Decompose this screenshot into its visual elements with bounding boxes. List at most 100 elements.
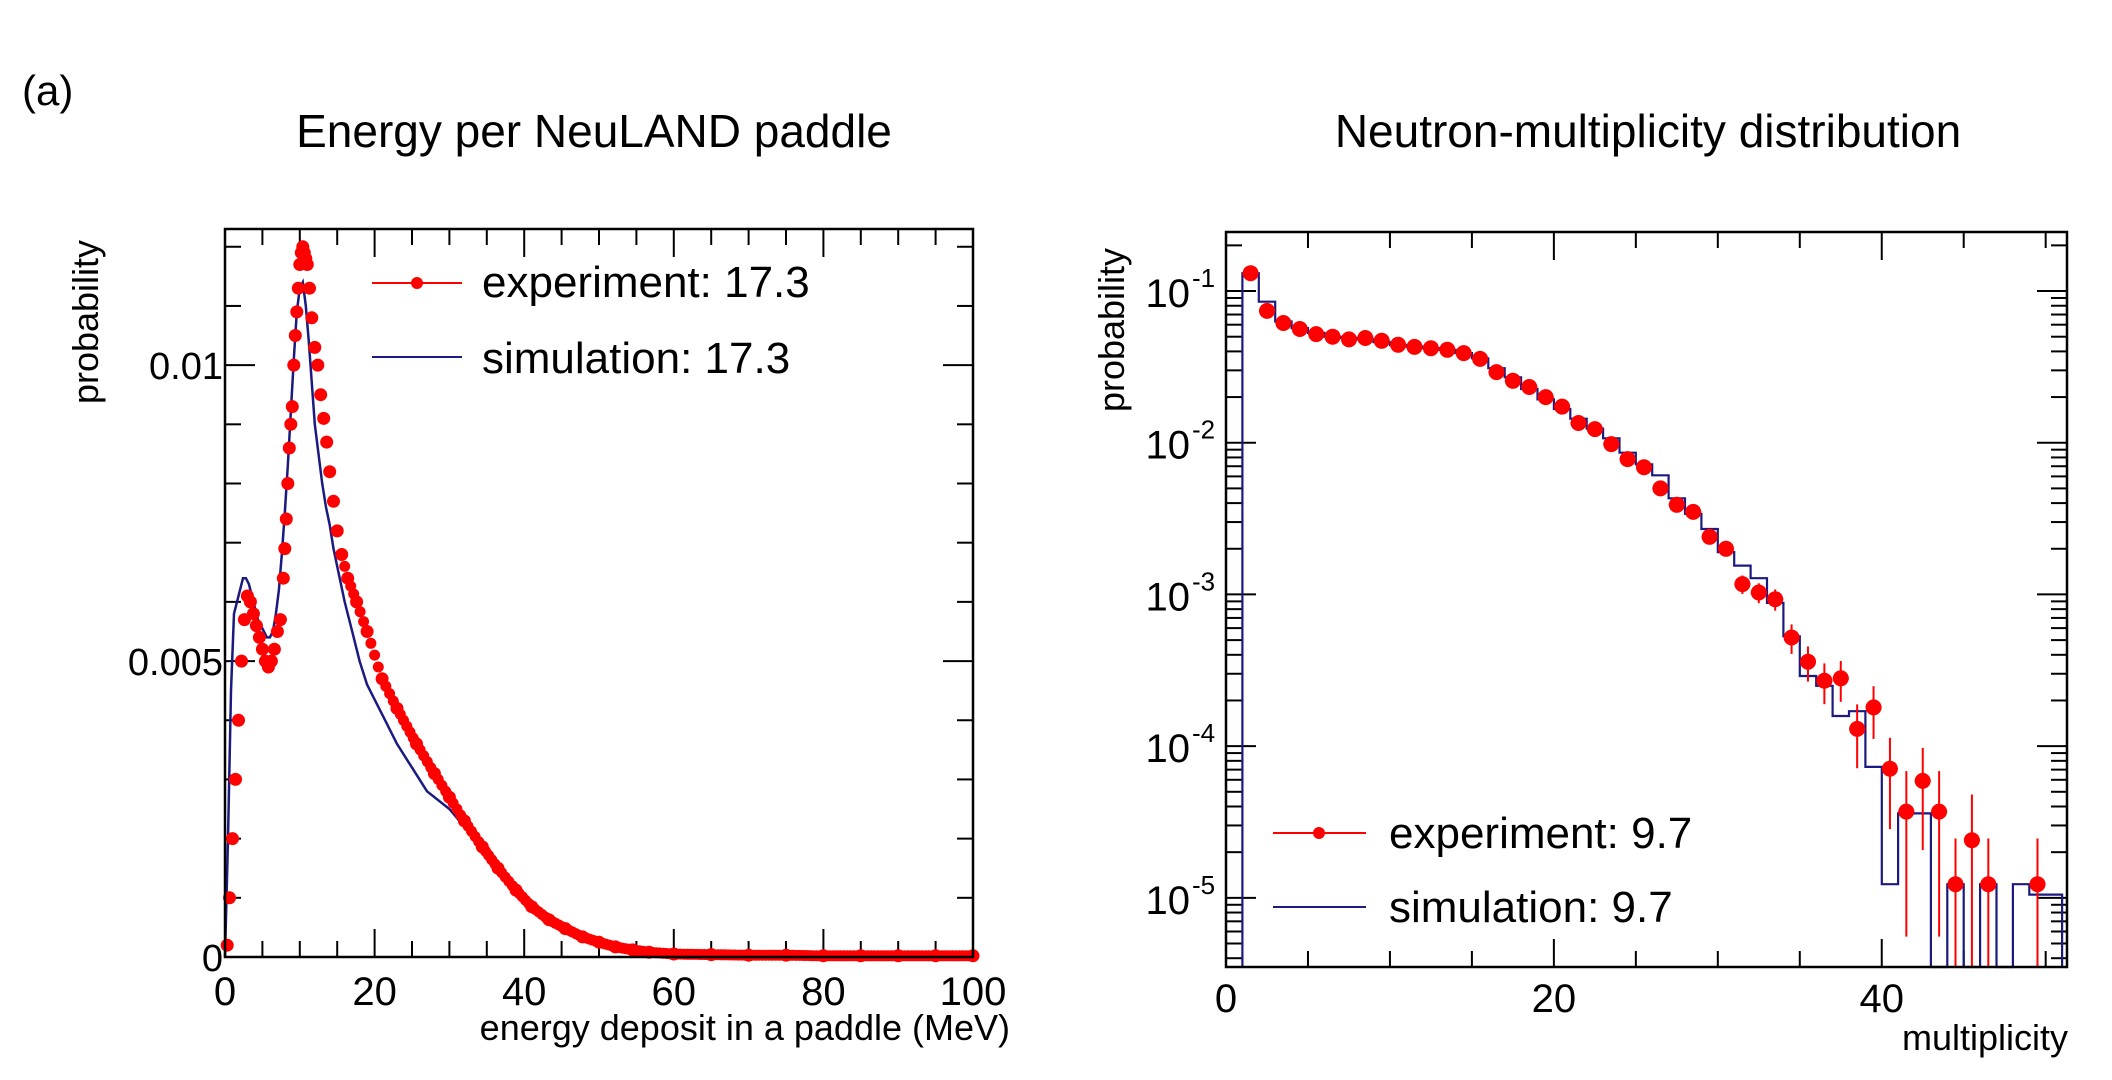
y-tick-label: 10 -4 bbox=[1146, 718, 1216, 771]
experiment-point-group bbox=[1291, 321, 1308, 337]
experiment-point-group bbox=[1586, 421, 1603, 438]
experiment-point bbox=[282, 441, 296, 455]
experiment-point bbox=[1734, 576, 1751, 593]
experiment-point bbox=[314, 388, 328, 402]
y-tick-label: 10 -5 bbox=[1146, 870, 1216, 923]
experiment-point bbox=[354, 606, 366, 618]
experiment-point-group bbox=[1767, 589, 1784, 611]
experiment-point-group bbox=[1898, 771, 1915, 937]
x-tick-label: 20 bbox=[1532, 977, 1577, 1021]
experiment-point bbox=[317, 411, 331, 425]
experiment-point bbox=[291, 281, 305, 295]
experiment-point-group bbox=[1668, 496, 1685, 513]
experiment-point bbox=[1242, 265, 1259, 282]
experiment-point bbox=[220, 938, 234, 952]
experiment-point-group bbox=[1570, 415, 1587, 431]
experiment-point bbox=[1980, 876, 1997, 893]
experiment-point-group bbox=[1308, 326, 1325, 343]
experiment-point-group bbox=[2029, 838, 2046, 967]
experiment-point bbox=[1308, 326, 1325, 343]
experiment-point bbox=[1881, 760, 1898, 777]
experiment-point bbox=[425, 762, 437, 774]
experiment-point-group bbox=[1685, 503, 1702, 520]
experiment-point-group bbox=[1422, 340, 1439, 357]
x-tick-label: 60 bbox=[652, 970, 697, 1014]
x-tick-label: 100 bbox=[940, 970, 1007, 1014]
energy-plot-frame bbox=[223, 227, 975, 959]
experiment-point bbox=[369, 649, 381, 661]
experiment-point bbox=[2029, 876, 2046, 893]
multiplicity-plot-experiment-series bbox=[1242, 265, 2046, 967]
y-tick-label-exponent: -4 bbox=[1192, 718, 1215, 748]
legend-entry-experiment: experiment: 17.3 bbox=[372, 258, 810, 307]
y-tick-label-base: 10 bbox=[1146, 424, 1191, 468]
experiment-point-group bbox=[1390, 336, 1407, 353]
experiment-point-group bbox=[1963, 794, 1980, 967]
multiplicity-plot-xlabel: multiplicity bbox=[1902, 1017, 2068, 1058]
experiment-point bbox=[365, 637, 377, 649]
experiment-point bbox=[1472, 350, 1489, 367]
experiment-point-group bbox=[1537, 389, 1554, 406]
multiplicity-plot-legend: experiment: 9.7 simulation: 9.7 bbox=[1273, 809, 1692, 932]
experiment-point-group bbox=[1357, 330, 1374, 346]
experiment-point bbox=[407, 732, 419, 744]
experiment-point-group bbox=[1914, 747, 1931, 851]
multiplicity-plot-title: Neutron-multiplicity distribution bbox=[1335, 105, 1961, 157]
x-tick-label: 0 bbox=[214, 970, 236, 1014]
experiment-point bbox=[1849, 720, 1866, 737]
energy-plot: Energy per NeuLAND paddle probability en… bbox=[65, 105, 1010, 1048]
experiment-point bbox=[1652, 480, 1669, 497]
experiment-point bbox=[455, 809, 467, 821]
experiment-point-group bbox=[1439, 341, 1456, 358]
experiment-point bbox=[339, 560, 351, 572]
experiment-point bbox=[1275, 315, 1292, 331]
legend-experiment-marker bbox=[411, 277, 423, 289]
experiment-point-group bbox=[1816, 663, 1833, 705]
experiment-point bbox=[287, 358, 301, 372]
y-tick-label: 0 bbox=[202, 938, 223, 980]
legend-entry-simulation: simulation: 17.3 bbox=[372, 334, 790, 383]
experiment-point-group bbox=[1554, 398, 1571, 415]
experiment-point bbox=[1668, 496, 1685, 513]
experiment-point bbox=[229, 772, 242, 786]
experiment-point-group bbox=[1488, 364, 1505, 381]
experiment-point-group bbox=[1800, 646, 1816, 682]
experiment-point bbox=[270, 625, 284, 638]
experiment-point-group bbox=[1734, 575, 1751, 594]
legend-simulation-label: simulation: 17.3 bbox=[482, 334, 790, 383]
experiment-point bbox=[1422, 340, 1439, 357]
legend-simulation-label: simulation: 9.7 bbox=[1389, 883, 1673, 932]
experiment-point-group bbox=[1504, 372, 1521, 389]
y-tick-label-exponent: -5 bbox=[1192, 870, 1215, 900]
experiment-point-group bbox=[1652, 480, 1669, 497]
experiment-point bbox=[358, 616, 370, 628]
energy-plot-title: Energy per NeuLAND paddle bbox=[296, 105, 892, 157]
experiment-point bbox=[489, 858, 501, 870]
experiment-point bbox=[1865, 699, 1882, 716]
energy-plot-xlabel: energy deposit in a paddle (MeV) bbox=[480, 1007, 1010, 1048]
experiment-point-group bbox=[1373, 332, 1390, 349]
experiment-point bbox=[1701, 528, 1718, 545]
experiment-point bbox=[288, 329, 302, 342]
experiment-point bbox=[372, 661, 384, 673]
experiment-point bbox=[1554, 398, 1571, 415]
experiment-point-group bbox=[1406, 338, 1423, 355]
y-tick-label: 10 -2 bbox=[1146, 415, 1216, 468]
experiment-point bbox=[320, 435, 334, 449]
experiment-point bbox=[264, 654, 278, 668]
experiment-point bbox=[1603, 436, 1620, 453]
experiment-point bbox=[1455, 345, 1472, 362]
experiment-point bbox=[1816, 672, 1833, 689]
y-tick-label-base: 10 bbox=[1146, 879, 1191, 923]
y-tick-label: 10 -3 bbox=[1146, 566, 1216, 619]
x-tick-label: 80 bbox=[801, 970, 846, 1014]
experiment-point-group bbox=[1242, 265, 1259, 282]
experiment-point bbox=[267, 642, 281, 656]
experiment-point bbox=[1521, 379, 1538, 395]
experiment-point bbox=[1898, 803, 1915, 820]
experiment-point bbox=[348, 588, 360, 600]
experiment-point bbox=[473, 836, 485, 848]
y-tick-label-base: 10 bbox=[1146, 272, 1191, 316]
